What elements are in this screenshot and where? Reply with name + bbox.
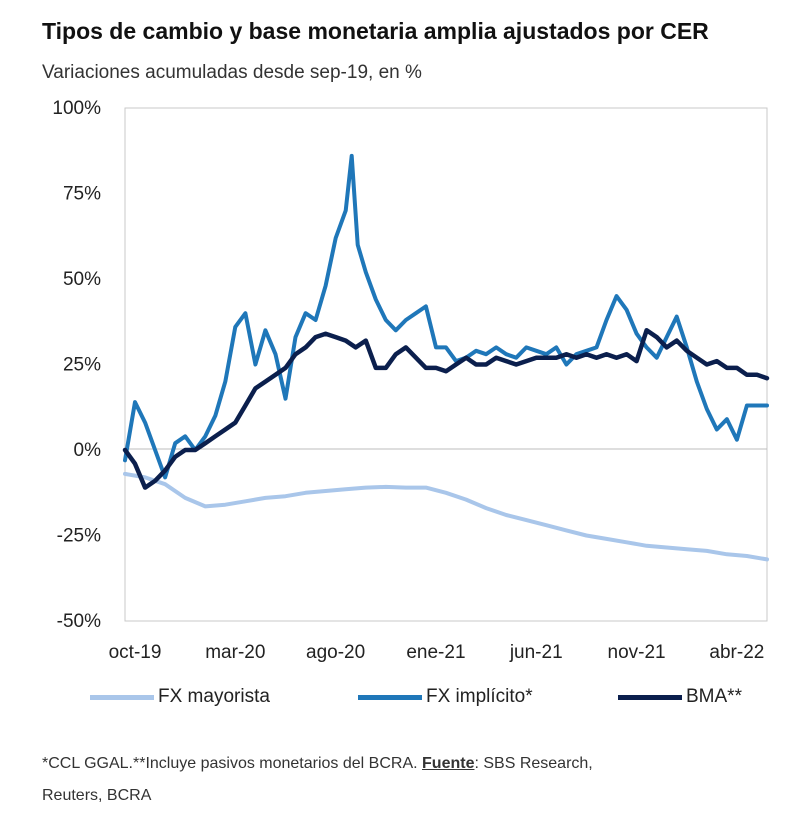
x-tick-label: jun-21 [509, 642, 563, 663]
legend-label-fx-implicito: FX implícito* [426, 686, 533, 707]
legend-item-fx-implicito: FX implícito* [358, 686, 533, 708]
x-tick-label: mar-20 [205, 642, 265, 663]
x-tick-label: abr-22 [709, 642, 764, 663]
footnote-text: *CCL GGAL.**Incluye pasivos monetarios d… [42, 755, 423, 772]
legend-item-fx-mayorista: FX mayorista [90, 686, 270, 708]
chart-canvas: 100% 75% 50% 25% 0% -25% -50% oct-19 mar-20 ago-… [52, 98, 770, 663]
x-tick-label: oct-19 [109, 642, 162, 663]
series-line-fx-impl-cito [123, 153, 769, 480]
footnote-sources: : SBS Research, [474, 755, 593, 772]
footnote-sources-line2: Reuters, BCRA [42, 787, 152, 804]
x-tick-label: ene-21 [406, 642, 465, 663]
legend-label-fx-mayorista: FX mayorista [158, 686, 270, 707]
y-tick-label: 50% [63, 269, 101, 290]
legend-label-bma: BMA** [686, 686, 742, 707]
y-tick-label: 100% [52, 98, 101, 119]
footnote: *CCL GGAL.**Incluye pasivos monetarios d… [42, 748, 782, 812]
chart-title: Tipos de cambio y base monetaria amplia … [42, 18, 709, 44]
y-tick-label: 75% [63, 184, 101, 205]
series-line-bma [122, 328, 770, 490]
y-tick-label: -25% [57, 526, 101, 547]
y-tick-label: -50% [57, 611, 101, 632]
x-tick-label: ago-20 [306, 642, 365, 663]
y-tick-label: 0% [74, 440, 102, 461]
plot-area [124, 107, 768, 622]
legend-swatch-fx-mayorista [90, 694, 154, 700]
legend-swatch-fx-implicito [358, 694, 422, 700]
legend-swatch-bma [618, 694, 682, 700]
series-line-fx-mayorista [123, 471, 769, 562]
legend-item-bma: BMA** [618, 686, 742, 708]
footnote-source-label: Fuente [422, 755, 475, 772]
x-tick-label: nov-21 [608, 642, 666, 663]
chart-subtitle: Variaciones acumuladas desde sep-19, en … [42, 62, 422, 83]
y-tick-label: 25% [63, 355, 101, 376]
